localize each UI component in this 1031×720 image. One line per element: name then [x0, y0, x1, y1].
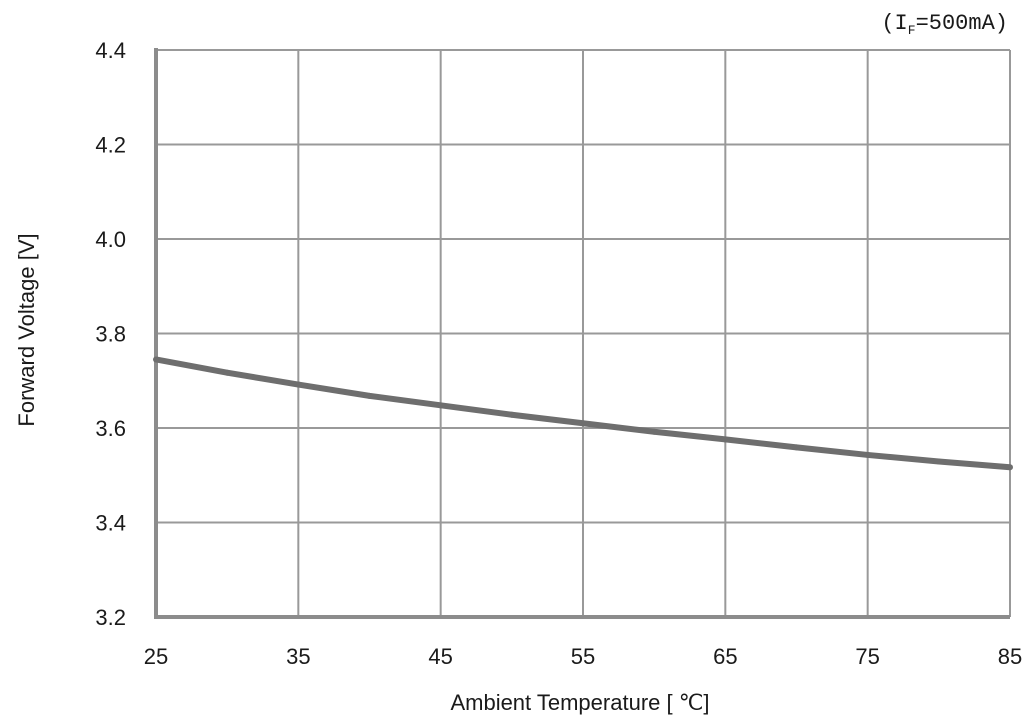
axes: [154, 48, 1010, 619]
data-point: [935, 458, 942, 465]
y-tick-label: 3.2: [95, 605, 126, 630]
x-tick-label: 45: [428, 644, 452, 669]
x-tick-label: 75: [855, 644, 879, 669]
y-tick-label: 3.4: [95, 511, 126, 536]
condition-annotation: (IF=500mA): [881, 11, 1008, 38]
data-point: [864, 451, 871, 458]
series-layer: [153, 356, 1013, 471]
tick-labels: 25 35 45 55 65 75 85 3.2 3.4 3.6 3.8 4.0 4.2 4.4: [95, 38, 1022, 669]
data-point: [153, 356, 159, 363]
data-point: [580, 420, 586, 427]
x-tick-label: 35: [286, 644, 310, 669]
y-tick-label: 3.8: [95, 322, 126, 347]
x-axis-title: Ambient Temperature [ ℃]: [450, 690, 709, 715]
data-point: [437, 402, 444, 409]
condition-rest: =500mA): [916, 11, 1008, 36]
x-tick-label: 85: [998, 644, 1022, 669]
data-point: [651, 428, 658, 435]
y-tick-label: 4.0: [95, 227, 126, 252]
data-point: [508, 411, 515, 418]
x-tick-label: 65: [713, 644, 737, 669]
y-tick-label: 4.2: [95, 133, 126, 158]
x-tick-label: 55: [571, 644, 595, 669]
condition-open: (I: [881, 11, 907, 36]
data-point: [722, 436, 729, 443]
y-tick-label: 4.4: [95, 38, 126, 63]
data-point: [793, 444, 800, 451]
x-tick-label: 25: [144, 644, 168, 669]
data-point: [1007, 464, 1013, 471]
grid: [156, 49, 1011, 617]
condition-subscript: F: [908, 23, 916, 38]
data-point: [366, 392, 373, 399]
data-point: [224, 369, 231, 376]
data-point: [295, 381, 302, 388]
y-axis-title: Forward Voltage [V]: [14, 233, 39, 426]
y-tick-label: 3.6: [95, 416, 126, 441]
